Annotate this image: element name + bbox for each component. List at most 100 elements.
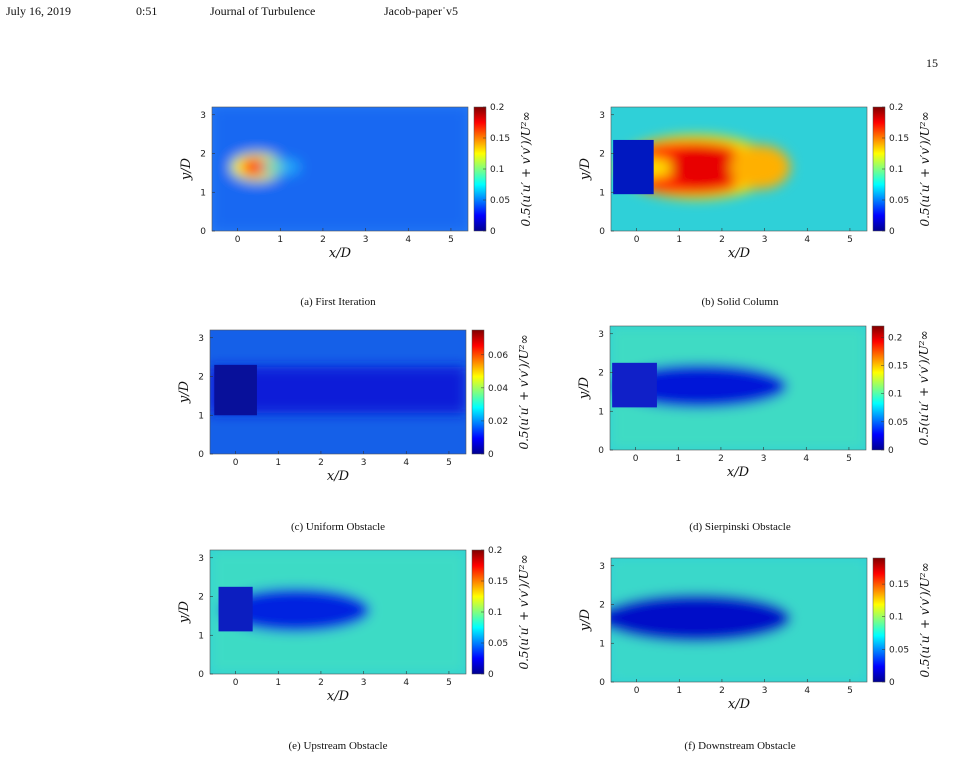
x-tick-label: 1: [676, 235, 682, 245]
colorbar-tick-label: 0.05: [889, 196, 909, 206]
colorbar-tick-label: 0.2: [889, 103, 903, 113]
y-tick-label: 2: [598, 369, 604, 379]
colorbar-tick-label: 0: [488, 450, 494, 460]
y-axis-label: y/D: [578, 157, 593, 181]
x-tick-label: 2: [718, 454, 724, 464]
colorbar-tick-label: 0.15: [490, 134, 510, 144]
x-tick-label: 2: [318, 678, 324, 688]
colorbar-label: 0.5(u′u′ + v′v′)/U²∞: [918, 111, 932, 226]
x-tick-label: 4: [804, 235, 810, 245]
colorbar-tick-label: 0: [490, 227, 496, 237]
colorbar-tick-label: 0: [888, 446, 894, 456]
colorbar-tick-label: 0.1: [889, 613, 903, 623]
x-tick-label: 4: [405, 235, 411, 245]
page-number: 15: [926, 56, 938, 70]
x-tick-label: 0: [634, 686, 640, 696]
y-tick-label: 2: [198, 373, 204, 383]
y-tick-label: 1: [198, 411, 204, 421]
x-tick-label: 0: [634, 235, 640, 245]
subfigure-caption: (c) Uniform Obstacle: [290, 521, 386, 533]
y-axis-label: y/D: [578, 608, 593, 632]
subfigure-caption: (a) First Iteration: [300, 296, 376, 308]
y-tick-label: 0: [599, 227, 605, 237]
running-head-time: 0:51: [136, 4, 158, 18]
colorbar-tick-label: 0.04: [488, 384, 508, 394]
colorbar-tick-label: 0.1: [490, 165, 504, 175]
y-tick-label: 3: [198, 554, 204, 564]
plot-frame: [209, 329, 467, 455]
plot-frame: [211, 106, 469, 232]
x-tick-label: 5: [446, 678, 452, 688]
x-axis-label: x/D: [327, 689, 350, 704]
x-tick-label: 5: [846, 454, 852, 464]
x-tick-label: 5: [446, 458, 452, 468]
x-tick-label: 0: [233, 458, 239, 468]
x-tick-label: 3: [363, 235, 369, 245]
subfigure-caption: (d) Sierpinski Obstacle: [689, 521, 791, 533]
colorbar-tick-label: 0.1: [488, 608, 502, 618]
colorbar-tick-label: 0.05: [490, 196, 510, 206]
colorbar-tick-label: 0.05: [888, 418, 908, 428]
x-tick-label: 1: [277, 235, 283, 245]
y-axis-label: y/D: [177, 600, 192, 624]
colorbar-tick-label: 0.15: [889, 134, 909, 144]
colorbar-tick-label: 0.2: [888, 333, 902, 343]
running-head-date: July 16, 2019: [6, 4, 72, 18]
y-tick-label: 2: [198, 593, 204, 603]
colorbar-tick-label: 0.15: [888, 361, 908, 371]
y-tick-label: 3: [598, 330, 604, 340]
colorbar-tick-label: 0.02: [488, 417, 508, 427]
plot-frame: [209, 549, 467, 675]
y-axis-label: y/D: [577, 376, 592, 400]
colorbar-tick-label: 0.1: [889, 165, 903, 175]
colorbar-tick-label: 0.2: [488, 546, 502, 556]
x-tick-label: 2: [318, 458, 324, 468]
x-tick-label: 0: [633, 454, 639, 464]
running-head-doc: Jacob-paper˙v5: [384, 4, 458, 18]
x-axis-label: x/D: [327, 469, 350, 484]
y-tick-label: 0: [198, 670, 204, 680]
y-axis-label: y/D: [179, 157, 194, 181]
colorbar-tick-label: 0.1: [888, 390, 902, 400]
colorbar-tick-label: 0.15: [488, 577, 508, 587]
x-axis-label: x/D: [728, 246, 751, 261]
y-tick-label: 2: [200, 150, 206, 160]
y-tick-label: 1: [198, 631, 204, 641]
subfigure-caption: (b) Solid Column: [701, 296, 779, 308]
colorbar-label: 0.5(u′u′ + v′v′)/U²∞: [918, 562, 932, 677]
colorbar-label: 0.5(u′u′ + v′v′)/U²∞: [519, 111, 533, 226]
colorbar: [872, 557, 886, 683]
subfigure-caption: (e) Upstream Obstacle: [288, 740, 388, 752]
x-tick-label: 2: [719, 686, 725, 696]
x-tick-label: 0: [235, 235, 241, 245]
colorbar-label: 0.5(u′u′ + v′v′)/U²∞: [917, 330, 931, 445]
x-tick-label: 5: [448, 235, 454, 245]
x-tick-label: 3: [361, 678, 367, 688]
x-tick-label: 1: [275, 458, 281, 468]
plot-frame: [610, 557, 868, 683]
y-tick-label: 2: [599, 150, 605, 160]
colorbar-tick-label: 0.05: [488, 639, 508, 649]
y-tick-label: 1: [599, 639, 605, 649]
colorbar: [471, 329, 485, 455]
x-tick-label: 1: [676, 686, 682, 696]
x-tick-label: 1: [275, 678, 281, 688]
x-tick-label: 3: [761, 454, 767, 464]
colorbar-tick-label: 0: [889, 227, 895, 237]
y-tick-label: 3: [200, 111, 206, 121]
x-tick-label: 4: [804, 686, 810, 696]
x-tick-label: 5: [847, 235, 853, 245]
x-tick-label: 4: [403, 458, 409, 468]
x-tick-label: 0: [233, 678, 239, 688]
y-tick-label: 3: [599, 562, 605, 572]
colorbar-tick-label: 0.15: [889, 580, 909, 590]
y-axis-label: y/D: [177, 380, 192, 404]
colorbar: [871, 325, 885, 451]
x-tick-label: 5: [847, 686, 853, 696]
plot-frame: [609, 325, 867, 451]
y-tick-label: 0: [198, 450, 204, 460]
x-tick-label: 3: [762, 686, 768, 696]
